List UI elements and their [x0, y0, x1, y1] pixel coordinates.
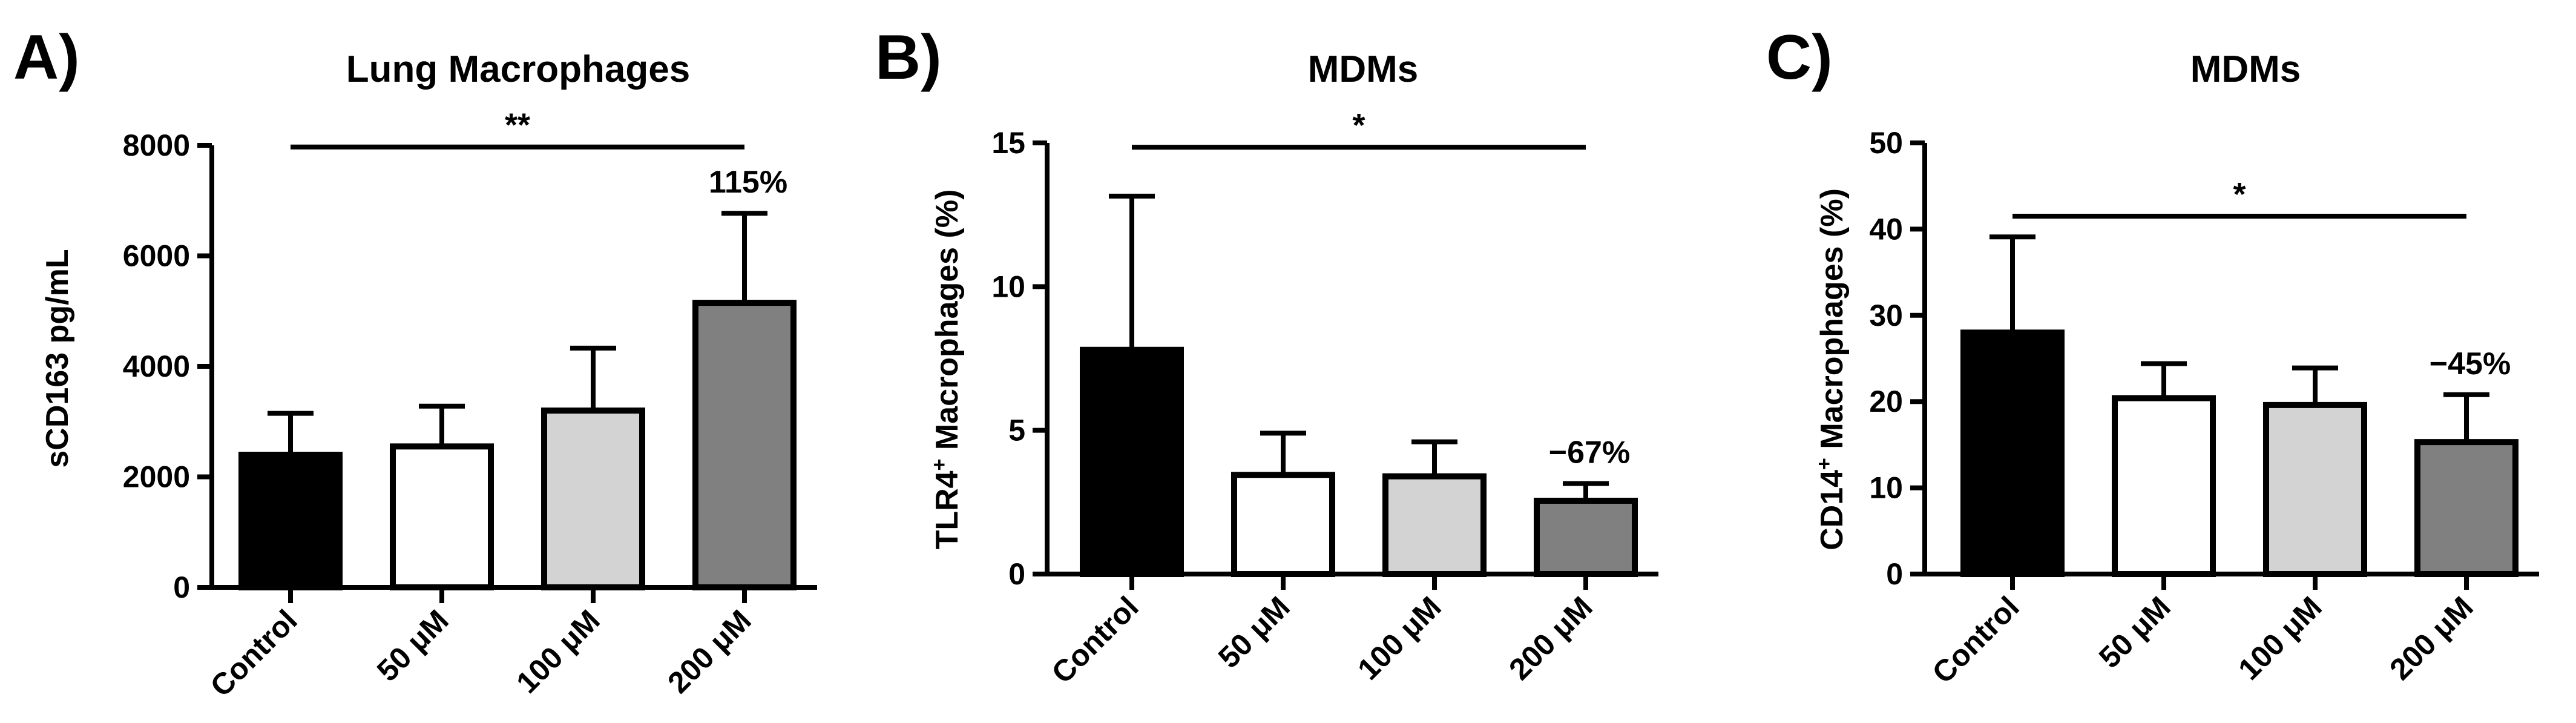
panel-b-y-tick-label: 0: [1008, 557, 1025, 591]
panel-b-category-label: 100 μM: [1351, 590, 1447, 686]
panel-a-plot: 0 2000 4000 6000 8000 Control 50 μM 100 μM 200 μ…: [123, 107, 817, 703]
panel-a-bar: [238, 452, 343, 590]
panel-a-percent-annotation: 115%: [709, 165, 787, 200]
panel-b-y-axis-label: TLR4+ Macrophages (%): [928, 190, 965, 550]
panel-c-category-label: 100 μM: [2232, 590, 2328, 686]
panel-b: B) MDMs TLR4+ Macrophages (%) 0 5 10 15 Cont…: [875, 22, 1658, 690]
panel-a-y-tick-label: 4000: [123, 349, 190, 383]
panel-c-bar: [1960, 329, 2065, 578]
panel-c-y-tick-label: 20: [1869, 385, 1903, 418]
panel-c: C) MDMs CD14+ Macrophages (%) 0 10 20 30 40 5…: [1766, 22, 2539, 690]
panel-c-title: MDMs: [2190, 48, 2301, 90]
panel-b-category-label: 50 μM: [1212, 590, 1296, 675]
panel-b-category-label: 200 μM: [1502, 590, 1598, 686]
panel-a-bar: [541, 408, 645, 590]
panel-b-bar: [1080, 346, 1184, 577]
panel-a-y-tick-label: 8000: [123, 128, 190, 162]
panel-b-plot: 0 5 10 15 Control 50 μM 100 μM 200 μM * −67%: [991, 107, 1658, 690]
panel-b-bar: [1231, 472, 1335, 577]
panel-b-letter: B): [875, 22, 942, 93]
panel-c-significance-label: *: [2233, 176, 2246, 213]
panel-a-category-label: 50 μM: [370, 603, 455, 688]
panel-c-y-tick-label: 40: [1869, 212, 1903, 246]
panel-b-percent-annotation: −67%: [1549, 435, 1630, 470]
panel-a-category-label: Control: [204, 603, 304, 703]
panel-c-letter: C): [1766, 22, 1833, 93]
panel-a-category-label: 100 μM: [510, 603, 606, 699]
panel-a-y-tick-label: 0: [173, 570, 190, 604]
panel-b-y-axis-label-main: TLR4: [930, 470, 965, 549]
panel-b-title: MDMs: [1308, 48, 1419, 90]
panel-a-title: Lung Macrophages: [346, 48, 690, 90]
panel-c-y-axis-label: CD14+ Macrophages (%): [1813, 188, 1850, 550]
panel-a-y-tick-label: 6000: [123, 239, 190, 273]
panel-a-category-label: 200 μM: [661, 603, 757, 699]
panel-c-category-label: 50 μM: [2092, 590, 2177, 675]
panel-c-y-tick-label: 30: [1869, 299, 1903, 332]
panel-a-significance-label: **: [505, 107, 530, 144]
panel-a-letter: A): [13, 22, 80, 93]
panel-c-bar: [2414, 439, 2518, 577]
panel-c-y-axis-label-rest: Macrophages (%): [1815, 188, 1850, 458]
panel-a: A) Lung Macrophages sCD163 pg/mL 0 2000 40…: [13, 22, 817, 703]
panel-a-bar: [390, 443, 494, 590]
panel-c-bar: [2263, 401, 2367, 577]
panel-b-y-axis-label-sup: +: [928, 459, 951, 471]
panel-a-y-tick-label: 2000: [123, 460, 190, 494]
panel-b-category-label: Control: [1045, 590, 1145, 690]
panel-a-bar: [692, 300, 797, 590]
panel-c-category-label: 200 μM: [2383, 590, 2479, 686]
panel-b-significance-label: *: [1352, 107, 1365, 144]
panel-c-plot: 0 10 20 30 40 50 Control 50 μM 100 μM 200 μM * −45%: [1869, 126, 2539, 690]
panel-b-y-tick-label: 5: [1008, 414, 1025, 447]
panel-b-y-tick-label: 10: [991, 269, 1025, 303]
panel-b-y-axis-label-rest: Macrophages (%): [930, 190, 965, 459]
panel-b-bar: [1534, 497, 1638, 578]
panel-b-y-tick-label: 15: [991, 126, 1025, 160]
panel-c-y-axis-label-main: CD14: [1815, 470, 1850, 550]
panel-c-y-axis-label-sup: +: [1813, 458, 1836, 470]
panel-c-percent-annotation: −45%: [2430, 346, 2511, 381]
panel-c-y-tick-label: 0: [1886, 557, 1903, 591]
panel-c-bar: [2112, 395, 2216, 578]
panel-c-y-tick-label: 50: [1869, 126, 1903, 160]
panel-b-bar: [1382, 473, 1487, 578]
panel-c-y-tick-label: 10: [1869, 471, 1903, 505]
panel-c-category-label: Control: [1926, 590, 2026, 690]
panel-a-y-axis-label: sCD163 pg/mL: [40, 249, 75, 467]
